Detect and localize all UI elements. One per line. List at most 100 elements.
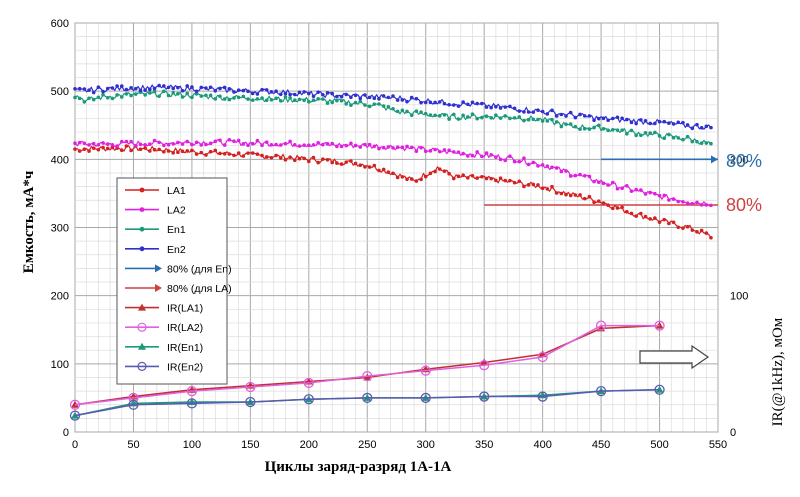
data-point [269,97,274,102]
data-point [456,117,461,121]
data-point [654,320,665,331]
data-point [540,109,545,114]
x-axis-title: Циклы заряд-разряд 1А-1А [265,459,452,475]
data-point [655,385,664,393]
data-point [699,125,704,130]
data-point [166,93,171,98]
data-point [162,89,166,94]
data-point [531,110,536,114]
legend-label: 80% (для LA) [167,283,232,295]
data-point [152,89,157,94]
data-point [648,217,652,221]
data-point [489,105,493,110]
data-point [596,199,601,203]
data-point [339,144,344,149]
data-point [377,168,381,173]
data-point [704,231,709,235]
data-point [433,169,437,174]
data-point [536,108,540,112]
data-point [643,192,648,196]
data-point [643,130,648,135]
data-point [316,97,320,101]
legend-marker [137,361,147,371]
data-point [503,105,508,109]
data-point [353,161,358,166]
data-point [321,92,325,97]
data-point [662,193,667,198]
data-point [526,117,531,122]
data-point [690,228,695,232]
data-point [405,177,409,182]
data-point [278,99,283,103]
data-point [395,98,400,102]
data-point [143,142,147,147]
data-point [498,106,503,110]
data-point [162,143,166,148]
data-point [264,140,269,145]
data-point [639,118,643,122]
data-point [274,96,278,101]
data-point [648,121,652,126]
legend-label: IR(En1) [167,342,203,354]
data-point [676,199,681,204]
data-point [480,358,489,366]
data-point [353,93,358,97]
data-point [335,161,339,165]
data-point [695,200,699,205]
data-point [522,118,526,123]
data-point [601,116,606,121]
data-point [559,112,564,117]
data-point [559,191,564,196]
data-point [269,155,274,160]
legend-label: IR(LA1) [167,303,203,315]
data-point [330,100,335,105]
y-tick-label: 500 [51,86,69,98]
data-point [564,169,568,173]
data-point [339,162,344,166]
data-point [615,186,620,191]
data-point [475,116,479,121]
data-point [475,101,479,106]
y2-tick-label: 200 [730,154,748,166]
x-tick-label: 400 [533,439,551,451]
data-point [358,96,363,101]
data-point [194,92,199,96]
data-point [592,179,596,184]
data-point [423,174,428,179]
data-point [475,176,479,180]
data-point [245,396,256,408]
right-arrow-icon [639,344,710,370]
data-point [400,175,405,179]
data-point [484,176,489,181]
data-point [260,87,264,92]
data-point [96,85,101,89]
x-tick-label: 500 [650,439,668,451]
data-point [461,173,465,178]
data-point [311,143,316,147]
y2-tick-label: 100 [730,291,748,303]
data-point [582,173,587,178]
series-iren2 [69,384,665,421]
data-point [91,90,96,95]
data-point [595,385,607,397]
data-point [512,159,517,164]
data-point [414,149,419,153]
data-point [447,102,451,107]
data-point [634,187,638,192]
data-point [498,116,503,120]
data-point [232,90,236,94]
data-point [503,158,508,163]
data-point [302,156,306,161]
data-point [358,163,363,167]
data-point [564,192,568,197]
legend-marker [139,226,145,232]
data-point [344,160,349,164]
data-point [433,113,437,118]
data-point [596,180,601,185]
data-point [475,150,479,154]
data-point [297,156,302,161]
x-tick-label: 550 [709,439,727,451]
data-point [601,201,606,205]
tick-labels: 0 50 100 150 200 250 300 350 400 450 500 5500100200… [51,18,749,451]
x-tick-label: 100 [183,439,201,451]
